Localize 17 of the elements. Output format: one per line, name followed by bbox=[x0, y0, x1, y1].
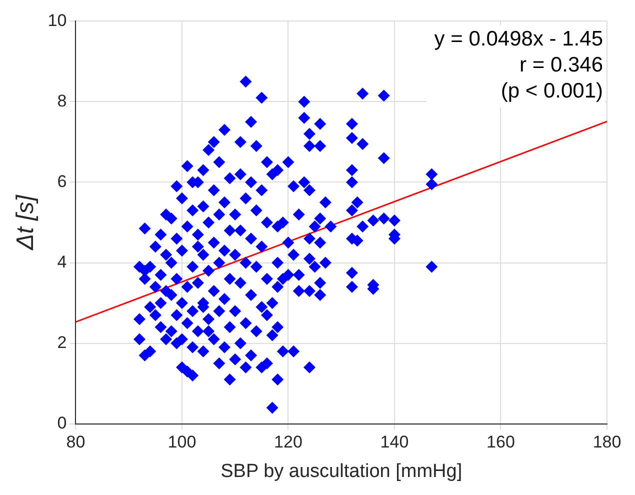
y-tick-label: 6 bbox=[57, 172, 67, 191]
x-axis-title: SBP by auscultation [mmHg] bbox=[220, 460, 462, 482]
x-tick-label: 100 bbox=[168, 432, 196, 452]
y-tick-label: 0 bbox=[57, 413, 67, 432]
x-tick-label: 120 bbox=[274, 432, 302, 452]
annotation: r = 0.346 bbox=[520, 53, 603, 76]
annotation: (p < 0.001) bbox=[500, 79, 603, 102]
annotation: y = 0.0498x - 1.45 bbox=[434, 27, 603, 50]
y-tick-label: 2 bbox=[57, 332, 67, 352]
x-tick-label: 80 bbox=[66, 432, 86, 452]
y-tick-label: 4 bbox=[57, 252, 67, 272]
x-tick-label: 180 bbox=[592, 432, 622, 452]
y-tick-label: 8 bbox=[57, 91, 67, 110]
y-tick-label: 10 bbox=[48, 10, 67, 30]
x-tick-label: 160 bbox=[486, 432, 515, 452]
y-axis-title: Δt [s] bbox=[12, 194, 40, 251]
x-tick-label: 140 bbox=[380, 432, 409, 452]
